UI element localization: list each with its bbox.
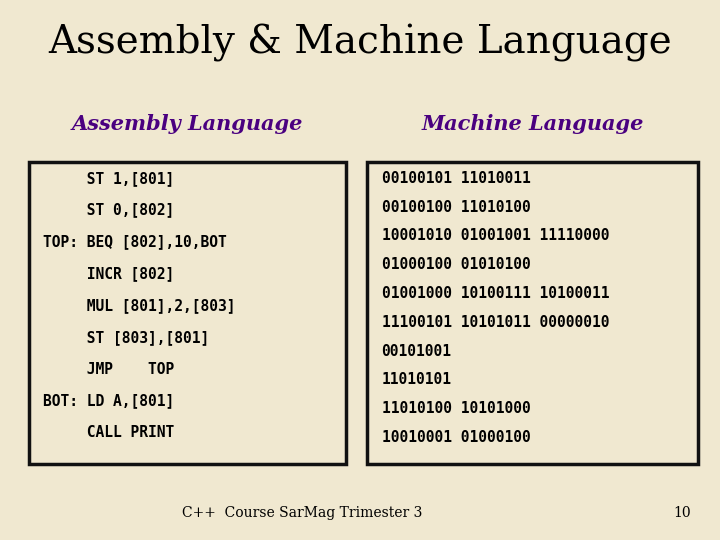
Text: Assembly & Machine Language: Assembly & Machine Language bbox=[48, 24, 672, 62]
FancyBboxPatch shape bbox=[367, 162, 698, 464]
Text: ST [803],[801]: ST [803],[801] bbox=[43, 330, 210, 345]
Text: CALL PRINT: CALL PRINT bbox=[43, 426, 174, 440]
Text: ST 0,[802]: ST 0,[802] bbox=[43, 202, 174, 218]
Text: 11100101 10101011 00000010: 11100101 10101011 00000010 bbox=[382, 315, 609, 330]
Text: Machine Language: Machine Language bbox=[422, 114, 644, 134]
Text: TOP: BEQ [802],10,BOT: TOP: BEQ [802],10,BOT bbox=[43, 234, 227, 249]
Text: MUL [801],2,[803]: MUL [801],2,[803] bbox=[43, 298, 235, 313]
Text: 10001010 01001001 11110000: 10001010 01001001 11110000 bbox=[382, 228, 609, 244]
Text: ST 1,[801]: ST 1,[801] bbox=[43, 171, 174, 186]
Text: C++  Course SarMag Trimester 3: C++ Course SarMag Trimester 3 bbox=[182, 506, 423, 520]
Text: INCR [802]: INCR [802] bbox=[43, 266, 174, 281]
Text: JMP    TOP: JMP TOP bbox=[43, 362, 174, 377]
Text: 01001000 10100111 10100011: 01001000 10100111 10100011 bbox=[382, 286, 609, 301]
Text: 01000100 01010100: 01000100 01010100 bbox=[382, 257, 531, 272]
Text: 00101001: 00101001 bbox=[382, 343, 451, 359]
Text: 00100100 11010100: 00100100 11010100 bbox=[382, 199, 531, 214]
Text: Assembly Language: Assembly Language bbox=[71, 114, 303, 134]
Text: 11010100 10101000: 11010100 10101000 bbox=[382, 401, 531, 416]
Text: 10: 10 bbox=[674, 506, 691, 520]
Text: 10010001 01000100: 10010001 01000100 bbox=[382, 430, 531, 445]
Text: 00100101 11010011: 00100101 11010011 bbox=[382, 171, 531, 186]
FancyBboxPatch shape bbox=[29, 162, 346, 464]
Text: 11010101: 11010101 bbox=[382, 372, 451, 387]
Text: BOT: LD A,[801]: BOT: LD A,[801] bbox=[43, 394, 174, 409]
